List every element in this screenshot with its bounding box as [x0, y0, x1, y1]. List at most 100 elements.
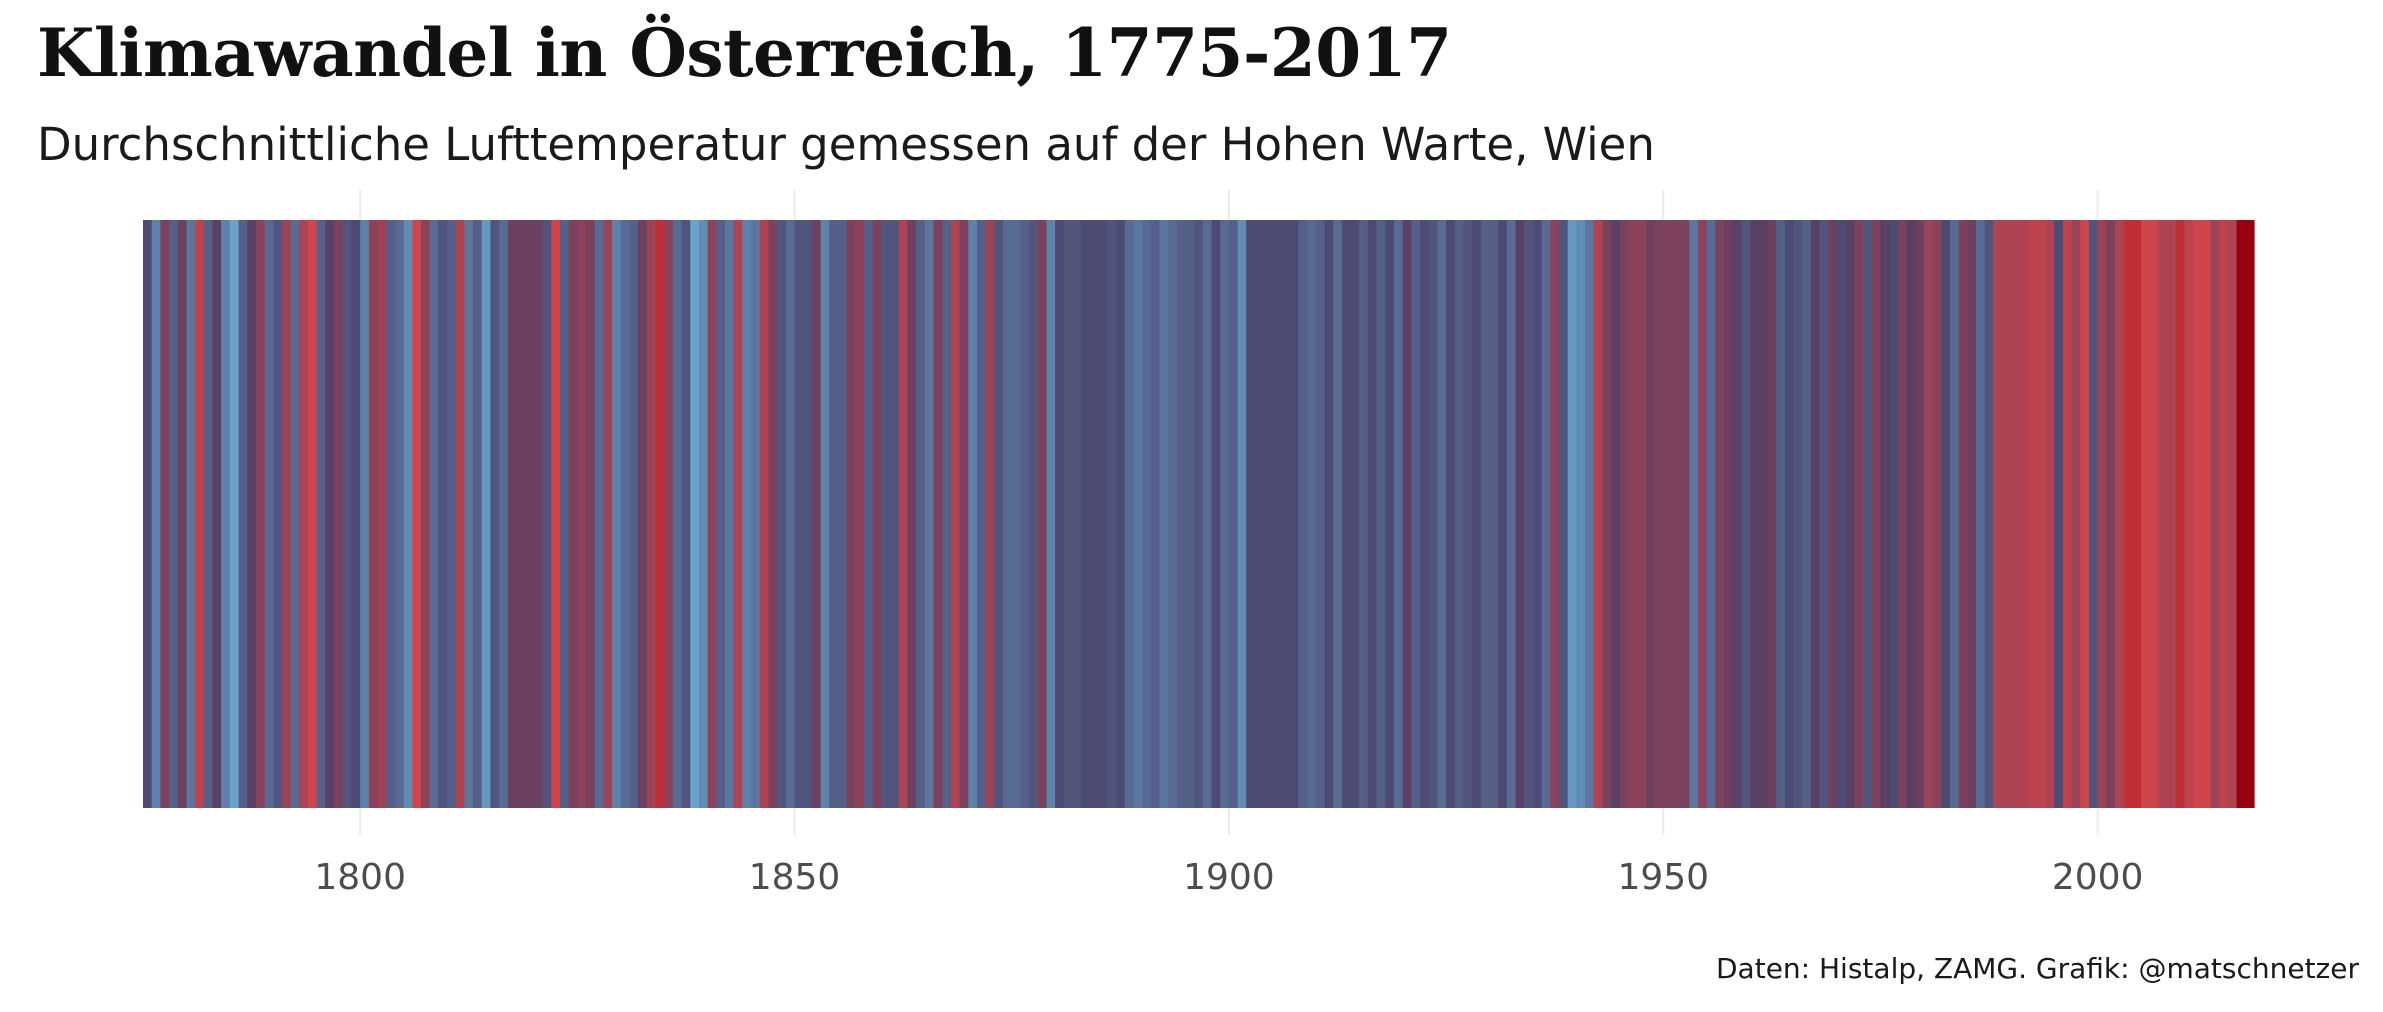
- stripe-1782: [203, 220, 214, 808]
- stripe-1838: [690, 220, 700, 808]
- stripe-1941: [1585, 220, 1595, 808]
- stripe-1880: [1055, 220, 1065, 808]
- stripe-1950: [1663, 220, 1673, 808]
- stripe-2004: [2132, 220, 2142, 808]
- source-caption: Daten: Histalp, ZAMG. Grafik: @matschnet…: [1716, 952, 2359, 985]
- stripe-1965: [1793, 220, 1803, 808]
- stripe-1908: [1298, 220, 1308, 808]
- stripe-1861: [890, 220, 900, 808]
- stripe-1789: [264, 220, 274, 808]
- x-tick-label-1900: 1900: [1183, 857, 1275, 898]
- stripe-1910: [1315, 220, 1326, 808]
- stripe-1923: [1428, 220, 1438, 808]
- stripe-1811: [455, 220, 466, 808]
- stripe-1913: [1341, 220, 1352, 808]
- stripe-1977: [1897, 220, 1908, 808]
- stripe-1872: [985, 220, 995, 808]
- stripe-1981: [1932, 220, 1942, 808]
- stripe-1829: [612, 220, 622, 808]
- stripe-1983: [1949, 220, 1960, 808]
- stripe-1849: [785, 220, 796, 808]
- stripe-1876: [1020, 220, 1030, 808]
- stripe-1862: [898, 220, 909, 808]
- stripe-1912: [1333, 220, 1343, 808]
- stripe-1902: [1246, 220, 1256, 808]
- stripe-1996: [2062, 220, 2073, 808]
- stripe-1823: [559, 220, 570, 808]
- stripe-1890: [1142, 220, 1152, 808]
- stripe-1885: [1098, 220, 1108, 808]
- stripe-1828: [603, 220, 613, 808]
- stripe-2012: [2201, 220, 2212, 808]
- stripe-1788: [255, 220, 266, 808]
- stripe-1801: [368, 220, 379, 808]
- stripe-1953: [1689, 220, 1699, 808]
- stripe-1852: [811, 220, 822, 808]
- stripe-1871: [976, 220, 987, 808]
- stripe-1820: [533, 220, 544, 808]
- stripe-1946: [1628, 220, 1638, 808]
- stripe-1972: [1854, 220, 1864, 808]
- stripe-1887: [1115, 220, 1126, 808]
- stripe-1943: [1602, 220, 1612, 808]
- stripe-1925: [1446, 220, 1456, 808]
- stripe-1980: [1923, 220, 1934, 808]
- stripe-1809: [438, 220, 448, 808]
- stripe-2003: [2123, 220, 2133, 808]
- stripe-1938: [1559, 220, 1569, 808]
- stripe-1895: [1185, 220, 1195, 808]
- stripe-1868: [950, 220, 961, 808]
- stripe-1988: [1993, 220, 2003, 808]
- stripe-2015: [2227, 220, 2238, 808]
- stripe-1776: [151, 220, 161, 808]
- stripe-2013: [2210, 220, 2220, 808]
- stripe-1812: [464, 220, 474, 808]
- stripe-1886: [1107, 220, 1117, 808]
- stripe-1804: [394, 220, 405, 808]
- stripe-1844: [742, 220, 752, 808]
- stripe-1873: [994, 220, 1004, 808]
- stripe-1779: [177, 220, 188, 808]
- stripe-1905: [1272, 220, 1282, 808]
- stripe-1794: [308, 220, 318, 808]
- stripe-1920: [1402, 220, 1412, 808]
- stripe-1827: [594, 220, 605, 808]
- stripe-1797: [334, 220, 344, 808]
- stripe-1863: [907, 220, 917, 808]
- stripe-1896: [1194, 220, 1204, 808]
- stripe-1865: [924, 220, 935, 808]
- stripe-1937: [1550, 220, 1560, 808]
- chart-subtitle: Durchschnittliche Lufttemperatur gemesse…: [37, 118, 1655, 171]
- stripe-1959: [1741, 220, 1751, 808]
- stripe-1816: [499, 220, 509, 808]
- stripe-1822: [551, 220, 561, 808]
- stripe-1846: [759, 220, 770, 808]
- stripe-1974: [1871, 220, 1882, 808]
- stripe-1904: [1263, 220, 1273, 808]
- stripe-1976: [1889, 220, 1899, 808]
- stripe-1966: [1802, 220, 1812, 808]
- stripe-1826: [586, 220, 596, 808]
- stripe-1939: [1567, 220, 1577, 808]
- stripe-1888: [1124, 220, 1134, 808]
- stripe-1824: [568, 220, 578, 808]
- stripe-1883: [1081, 220, 1091, 808]
- stripe-1971: [1845, 220, 1855, 808]
- stripe-1870: [968, 220, 978, 808]
- stripe-1819: [525, 220, 535, 808]
- stripes-layer: [143, 220, 2255, 808]
- stripe-1851: [803, 220, 813, 808]
- stripe-1784: [221, 220, 231, 808]
- stripe-1935: [1532, 220, 1543, 808]
- stripe-1787: [247, 220, 257, 808]
- stripe-1845: [751, 220, 761, 808]
- stripe-1800: [360, 220, 370, 808]
- stripe-1909: [1307, 220, 1317, 808]
- stripe-1929: [1480, 220, 1491, 808]
- stripe-1942: [1593, 220, 1604, 808]
- stripe-1906: [1281, 220, 1291, 808]
- stripe-1990: [2010, 220, 2021, 808]
- stripe-1945: [1619, 220, 1630, 808]
- stripe-1947: [1637, 220, 1647, 808]
- stripe-1847: [768, 220, 778, 808]
